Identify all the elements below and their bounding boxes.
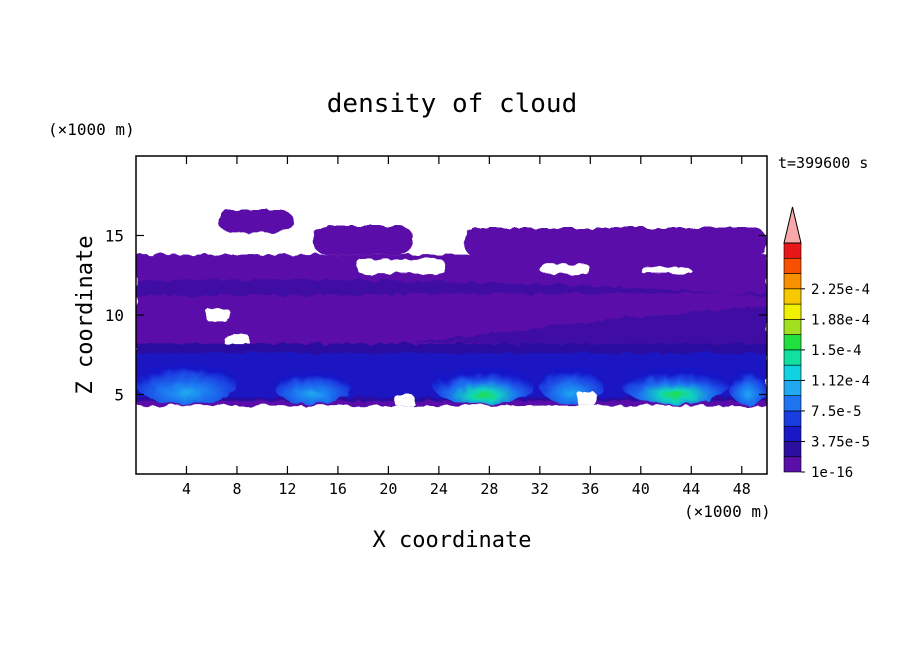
x-tick-label: 8 [232, 480, 241, 498]
x-tick-label: 36 [581, 480, 599, 498]
x-tick-label: 12 [278, 480, 296, 498]
colorbar-swatch [783, 410, 802, 427]
x-tick-label: 24 [430, 480, 448, 498]
cloud-gap [640, 267, 692, 274]
colorbar-label: 1.88e-4 [811, 312, 870, 328]
x-tick-label: 44 [682, 480, 700, 498]
colorbar-swatch [783, 242, 802, 259]
cloud-gap [539, 264, 591, 274]
cloud-patch [464, 227, 767, 258]
colorbar-swatch [783, 425, 802, 442]
cloud-gap [243, 238, 307, 252]
colorbar-swatch [783, 319, 802, 335]
colorbar: 1e-16 3.75e-5 7.5e-5 1.12e-4 1.5e-4 1.88e-4 2.… [783, 206, 870, 481]
cloud-gap [577, 392, 597, 406]
colorbar-label: 2.25e-4 [811, 282, 870, 298]
colorbar-swatch [783, 273, 802, 290]
colorbar-swatch [783, 349, 802, 366]
convective-cell [274, 372, 351, 405]
colorbar-swatch [783, 257, 802, 274]
cloud-density-field [136, 210, 767, 406]
time-label: t=399600 s [778, 154, 868, 172]
x-tick-label: 16 [329, 480, 347, 498]
colorbar-swatch [783, 380, 802, 396]
colorbar-swatch [783, 441, 802, 458]
colorbar-swatch [783, 334, 802, 351]
x-axis: 4 8 12 16 20 24 28 32 36 40 44 48 [182, 156, 751, 498]
colorbar-extend-triangle [783, 206, 802, 244]
colorbar-label: 1.12e-4 [811, 373, 870, 389]
cloud-gap [394, 394, 414, 406]
x-axis-title: X coordinate [373, 528, 532, 553]
y-tick-label: 10 [105, 306, 124, 325]
cloud-patch [218, 210, 294, 233]
x-tick-label: 28 [480, 480, 498, 498]
colorbar-swatch [783, 395, 802, 412]
x-tick-label: 20 [379, 480, 397, 498]
cloud-band [136, 279, 767, 347]
x-tick-label: 32 [531, 480, 549, 498]
colorbar-swatch [783, 456, 802, 473]
x-tick-label: 4 [182, 480, 191, 498]
convective-cell [136, 364, 237, 405]
colorbar-label: 1.5e-4 [811, 343, 862, 359]
colorbar-label: 1e-16 [811, 465, 853, 481]
y-axis-title: Z coordinate [73, 236, 98, 395]
y-axis: 5 10 15 [105, 227, 767, 405]
convective-cell [729, 370, 767, 405]
colorbar-swatch [783, 288, 802, 305]
chart-title: density of cloud [327, 89, 577, 119]
x-unit-label: (×1000 m) [684, 502, 771, 521]
y-unit-label: (×1000 m) [48, 120, 135, 139]
colorbar-label: 3.75e-5 [811, 434, 870, 450]
y-tick-label: 5 [114, 386, 124, 405]
colorbar-swatch [783, 364, 802, 381]
cloud-patch [312, 225, 414, 255]
colorbar-swatch [783, 303, 802, 320]
convective-cell [621, 367, 730, 405]
x-tick-label: 48 [733, 480, 751, 498]
colorbar-label: 7.5e-5 [811, 404, 862, 420]
cloud-gap [356, 259, 446, 274]
y-tick-label: 15 [105, 227, 124, 246]
x-tick-label: 40 [632, 480, 650, 498]
convective-cell [432, 367, 534, 405]
cloud-gap [205, 308, 231, 322]
